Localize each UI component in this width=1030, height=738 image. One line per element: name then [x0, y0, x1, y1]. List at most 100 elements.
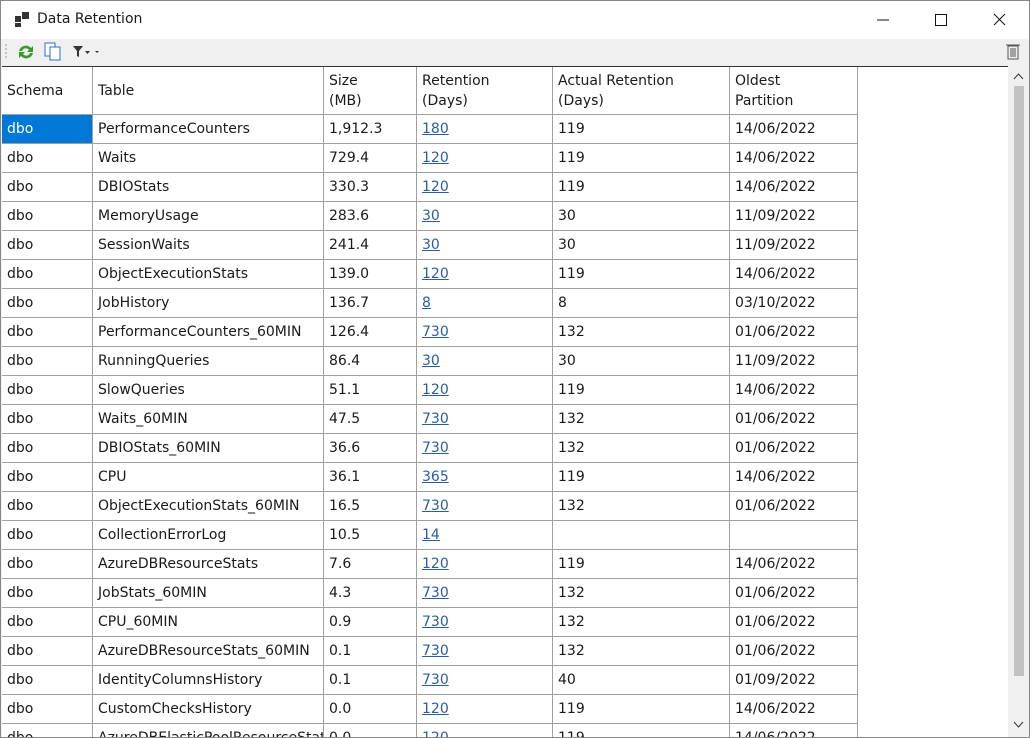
grid-cell: 10.5: [324, 521, 417, 550]
retention-link[interactable]: 180: [422, 121, 449, 137]
retention-link[interactable]: 14: [422, 527, 440, 543]
cell-text: 4.3: [329, 585, 352, 601]
cell-text: AzureDBResourceStats: [98, 556, 259, 572]
cell-text: 01/06/2022: [735, 614, 816, 630]
grid-cell: 51.1: [324, 376, 417, 405]
retention-link[interactable]: 730: [422, 498, 449, 514]
grid-cell: 120: [417, 260, 553, 289]
cell-text: 30: [558, 237, 576, 253]
cell-text: IdentityColumnsHistory: [98, 672, 263, 688]
cell-text: dbo: [7, 556, 34, 572]
header-text: Table: [98, 83, 135, 99]
column-header[interactable]: Actual Retention (Days): [553, 67, 730, 115]
grid-cell: 730: [417, 666, 553, 695]
retention-link[interactable]: 8: [422, 295, 431, 311]
refresh-button[interactable]: [19, 45, 33, 59]
retention-link[interactable]: 730: [422, 411, 449, 427]
grid-cell: 126.4: [324, 318, 417, 347]
retention-link[interactable]: 730: [422, 672, 449, 688]
header-text: Partition: [735, 93, 794, 109]
grid-cell: 730: [417, 637, 553, 666]
retention-link[interactable]: 120: [422, 150, 449, 166]
cell-text: 14/06/2022: [735, 179, 816, 195]
cell-text: SessionWaits: [98, 237, 190, 253]
column-header[interactable]: Retention (Days): [417, 67, 553, 115]
column-header[interactable]: Table: [93, 67, 324, 115]
copy-button[interactable]: [44, 42, 61, 61]
cell-text: 119: [558, 730, 585, 738]
retention-link[interactable]: 120: [422, 556, 449, 572]
retention-link[interactable]: 30: [422, 353, 440, 369]
grid-cell: 0.0: [324, 724, 417, 737]
cell-text: 132: [558, 411, 585, 427]
grid-cell: 241.4: [324, 231, 417, 260]
cell-text: 0.1: [329, 672, 352, 688]
filter-button[interactable]: [73, 46, 99, 57]
grid-cell: 01/06/2022: [730, 579, 858, 608]
column-header[interactable]: Oldest Partition: [730, 67, 858, 115]
retention-link[interactable]: 730: [422, 440, 449, 456]
retention-link[interactable]: 730: [422, 614, 449, 630]
cell-text: dbo: [7, 469, 34, 485]
grid-cell: 30: [553, 231, 730, 260]
retention-link[interactable]: 120: [422, 382, 449, 398]
retention-link[interactable]: 30: [422, 208, 440, 224]
grid-cell: 14/06/2022: [730, 724, 858, 737]
cell-text: dbo: [7, 150, 34, 166]
grid-cell: 01/06/2022: [730, 434, 858, 463]
cell-text: dbo: [7, 121, 34, 137]
cell-text: 119: [558, 121, 585, 137]
delete-button[interactable]: [1006, 44, 1020, 60]
grid-cell: CPU: [93, 463, 324, 492]
grid-cell: 365: [417, 463, 553, 492]
cell-text: Waits_60MIN: [98, 411, 188, 427]
grid-cell: 0.1: [324, 637, 417, 666]
grid-cell: CPU_60MIN: [93, 608, 324, 637]
grid-cell: 730: [417, 579, 553, 608]
grid-cell: 120: [417, 695, 553, 724]
grid-cell: 180: [417, 115, 553, 144]
retention-link[interactable]: 120: [422, 179, 449, 195]
grid-cell: 119: [553, 724, 730, 738]
cell-text: 01/06/2022: [735, 498, 816, 514]
grid-cell: 36.6: [324, 434, 417, 463]
grid-cell: 119: [553, 376, 730, 405]
cell-text: dbo: [7, 324, 34, 340]
cell-text: 0.1: [329, 643, 352, 659]
cell-text: 14/06/2022: [735, 469, 816, 485]
cell-text: PerformanceCounters: [98, 121, 250, 137]
grid-cell: 132: [553, 405, 730, 434]
retention-link[interactable]: 120: [422, 701, 449, 717]
cell-text: 11/09/2022: [735, 208, 816, 224]
cell-text: dbo: [7, 382, 34, 398]
retention-link[interactable]: 730: [422, 585, 449, 601]
cell-text: 119: [558, 150, 585, 166]
column-header[interactable]: Schema: [2, 67, 93, 115]
header-text: Actual Retention: [558, 73, 674, 89]
grid-cell: 14/06/2022: [730, 173, 858, 202]
grid-cell: PerformanceCounters: [93, 115, 324, 144]
scrollbar[interactable]: [1008, 66, 1029, 737]
retention-link[interactable]: 30: [422, 237, 440, 253]
grid-cell: dbo: [2, 405, 93, 434]
cell-text: 7.6: [329, 556, 352, 572]
grid-cell: 730: [417, 434, 553, 463]
cell-text: 132: [558, 614, 585, 630]
cell-text: 119: [558, 469, 585, 485]
cell-text: 47.5: [329, 411, 361, 427]
retention-link[interactable]: 120: [422, 730, 449, 738]
grid-cell: 01/06/2022: [730, 318, 858, 347]
retention-link[interactable]: 365: [422, 469, 449, 485]
retention-link[interactable]: 120: [422, 266, 449, 282]
grid-cell: 120: [417, 550, 553, 579]
grid-cell: dbo: [2, 521, 93, 550]
cell-text: 283.6: [329, 208, 370, 224]
cell-text: 01/06/2022: [735, 585, 816, 601]
retention-link[interactable]: 730: [422, 324, 449, 340]
data-grid: Schema Table Size (MB) Retention (Days) Actual…: [2, 66, 1008, 738]
retention-link[interactable]: 730: [422, 643, 449, 659]
grid-cell: dbo: [2, 260, 93, 289]
grid-cell: 120: [417, 144, 553, 173]
grid-cell: 119: [553, 463, 730, 492]
column-header[interactable]: Size (MB): [324, 67, 417, 115]
